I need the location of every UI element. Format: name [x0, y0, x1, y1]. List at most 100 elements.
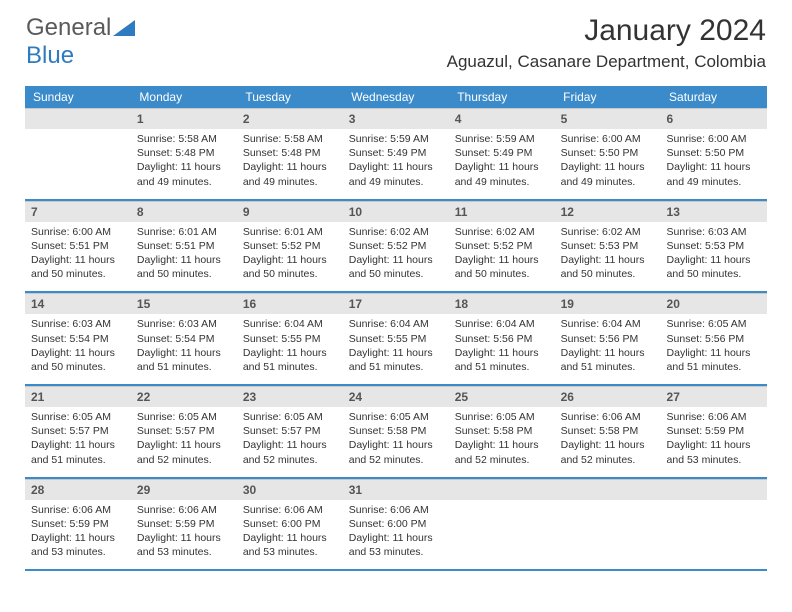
sunrise-line: Sunrise: 5:59 AM [455, 132, 549, 146]
day-number: 5 [555, 108, 661, 129]
weekday-header: Tuesday [237, 86, 343, 108]
sunrise-line: Sunrise: 6:03 AM [31, 317, 125, 331]
day-body: Sunrise: 6:05 AMSunset: 5:57 PMDaylight:… [25, 407, 131, 477]
daylight-line: Daylight: 11 hours and 52 minutes. [137, 438, 231, 466]
sunrise-line: Sunrise: 6:00 AM [31, 225, 125, 239]
sunset-line: Sunset: 5:49 PM [455, 146, 549, 160]
sunset-line: Sunset: 5:58 PM [349, 424, 443, 438]
day-body: Sunrise: 6:02 AMSunset: 5:52 PMDaylight:… [449, 222, 555, 292]
daylight-line: Daylight: 11 hours and 51 minutes. [349, 346, 443, 374]
sunrise-line: Sunrise: 5:58 AM [137, 132, 231, 146]
day-number: 23 [237, 386, 343, 407]
daylight-line: Daylight: 11 hours and 51 minutes. [667, 346, 761, 374]
sunrise-line: Sunrise: 6:06 AM [561, 410, 655, 424]
calendar-cell: 14Sunrise: 6:03 AMSunset: 5:54 PMDayligh… [25, 292, 131, 385]
sunset-line: Sunset: 5:56 PM [561, 332, 655, 346]
weekday-header: Thursday [449, 86, 555, 108]
sunrise-line: Sunrise: 5:59 AM [349, 132, 443, 146]
day-number: 30 [237, 479, 343, 500]
day-number: 19 [555, 293, 661, 314]
day-body [449, 500, 555, 560]
calendar-cell: 10Sunrise: 6:02 AMSunset: 5:52 PMDayligh… [343, 200, 449, 293]
sunset-line: Sunset: 5:51 PM [137, 239, 231, 253]
calendar-cell: 22Sunrise: 6:05 AMSunset: 5:57 PMDayligh… [131, 385, 237, 478]
day-body: Sunrise: 6:00 AMSunset: 5:50 PMDaylight:… [555, 129, 661, 199]
day-number: 2 [237, 108, 343, 129]
sunrise-line: Sunrise: 6:05 AM [349, 410, 443, 424]
sunrise-line: Sunrise: 6:05 AM [455, 410, 549, 424]
sunrise-line: Sunrise: 6:02 AM [349, 225, 443, 239]
sunrise-line: Sunrise: 6:04 AM [561, 317, 655, 331]
daylight-line: Daylight: 11 hours and 51 minutes. [243, 346, 337, 374]
calendar-cell: 17Sunrise: 6:04 AMSunset: 5:55 PMDayligh… [343, 292, 449, 385]
sunrise-line: Sunrise: 6:01 AM [137, 225, 231, 239]
sunrise-line: Sunrise: 6:02 AM [455, 225, 549, 239]
weekday-header: Wednesday [343, 86, 449, 108]
calendar-cell: 27Sunrise: 6:06 AMSunset: 5:59 PMDayligh… [661, 385, 767, 478]
day-number: 22 [131, 386, 237, 407]
sunset-line: Sunset: 5:57 PM [243, 424, 337, 438]
sunrise-line: Sunrise: 6:02 AM [561, 225, 655, 239]
day-body: Sunrise: 6:04 AMSunset: 5:56 PMDaylight:… [555, 314, 661, 384]
daylight-line: Daylight: 11 hours and 51 minutes. [455, 346, 549, 374]
day-number: 17 [343, 293, 449, 314]
calendar-cell: 3Sunrise: 5:59 AMSunset: 5:49 PMDaylight… [343, 108, 449, 200]
day-number: 10 [343, 201, 449, 222]
calendar-cell [25, 108, 131, 200]
daylight-line: Daylight: 11 hours and 52 minutes. [349, 438, 443, 466]
daylight-line: Daylight: 11 hours and 52 minutes. [561, 438, 655, 466]
calendar-cell: 18Sunrise: 6:04 AMSunset: 5:56 PMDayligh… [449, 292, 555, 385]
day-number: 26 [555, 386, 661, 407]
day-body: Sunrise: 6:03 AMSunset: 5:54 PMDaylight:… [131, 314, 237, 384]
day-number: 25 [449, 386, 555, 407]
calendar-cell: 12Sunrise: 6:02 AMSunset: 5:53 PMDayligh… [555, 200, 661, 293]
day-number: 28 [25, 479, 131, 500]
day-body: Sunrise: 6:03 AMSunset: 5:53 PMDaylight:… [661, 222, 767, 292]
day-body: Sunrise: 6:02 AMSunset: 5:52 PMDaylight:… [343, 222, 449, 292]
daylight-line: Daylight: 11 hours and 53 minutes. [667, 438, 761, 466]
calendar-cell: 1Sunrise: 5:58 AMSunset: 5:48 PMDaylight… [131, 108, 237, 200]
sunset-line: Sunset: 5:52 PM [349, 239, 443, 253]
calendar-cell: 7Sunrise: 6:00 AMSunset: 5:51 PMDaylight… [25, 200, 131, 293]
day-number [661, 479, 767, 500]
day-number: 4 [449, 108, 555, 129]
sunrise-line: Sunrise: 6:05 AM [667, 317, 761, 331]
daylight-line: Daylight: 11 hours and 52 minutes. [243, 438, 337, 466]
sunrise-line: Sunrise: 6:00 AM [561, 132, 655, 146]
daylight-line: Daylight: 11 hours and 51 minutes. [137, 346, 231, 374]
calendar-row: 21Sunrise: 6:05 AMSunset: 5:57 PMDayligh… [25, 385, 767, 478]
weekday-header: Sunday [25, 86, 131, 108]
day-number: 20 [661, 293, 767, 314]
sunrise-line: Sunrise: 6:06 AM [349, 503, 443, 517]
daylight-line: Daylight: 11 hours and 50 minutes. [561, 253, 655, 281]
sunset-line: Sunset: 5:52 PM [243, 239, 337, 253]
sunrise-line: Sunrise: 6:05 AM [137, 410, 231, 424]
sunrise-line: Sunrise: 6:03 AM [667, 225, 761, 239]
calendar-cell: 9Sunrise: 6:01 AMSunset: 5:52 PMDaylight… [237, 200, 343, 293]
day-number: 29 [131, 479, 237, 500]
title-block: January 2024 Aguazul, Casanare Departmen… [447, 14, 766, 72]
sunset-line: Sunset: 5:48 PM [243, 146, 337, 160]
daylight-line: Daylight: 11 hours and 53 minutes. [349, 531, 443, 559]
sunset-line: Sunset: 5:57 PM [31, 424, 125, 438]
calendar-cell: 26Sunrise: 6:06 AMSunset: 5:58 PMDayligh… [555, 385, 661, 478]
sunset-line: Sunset: 5:55 PM [349, 332, 443, 346]
daylight-line: Daylight: 11 hours and 50 minutes. [243, 253, 337, 281]
sunset-line: Sunset: 5:59 PM [31, 517, 125, 531]
day-number: 15 [131, 293, 237, 314]
daylight-line: Daylight: 11 hours and 49 minutes. [349, 160, 443, 188]
sunset-line: Sunset: 5:55 PM [243, 332, 337, 346]
day-number [449, 479, 555, 500]
daylight-line: Daylight: 11 hours and 50 minutes. [31, 253, 125, 281]
day-body: Sunrise: 6:00 AMSunset: 5:51 PMDaylight:… [25, 222, 131, 292]
weekday-header: Friday [555, 86, 661, 108]
sunrise-line: Sunrise: 6:04 AM [243, 317, 337, 331]
day-body: Sunrise: 5:58 AMSunset: 5:48 PMDaylight:… [131, 129, 237, 199]
day-body: Sunrise: 6:06 AMSunset: 5:59 PMDaylight:… [25, 500, 131, 570]
day-number: 6 [661, 108, 767, 129]
day-body: Sunrise: 6:06 AMSunset: 5:59 PMDaylight:… [661, 407, 767, 477]
daylight-line: Daylight: 11 hours and 51 minutes. [31, 438, 125, 466]
day-body: Sunrise: 6:04 AMSunset: 5:56 PMDaylight:… [449, 314, 555, 384]
calendar-cell: 20Sunrise: 6:05 AMSunset: 5:56 PMDayligh… [661, 292, 767, 385]
daylight-line: Daylight: 11 hours and 53 minutes. [243, 531, 337, 559]
